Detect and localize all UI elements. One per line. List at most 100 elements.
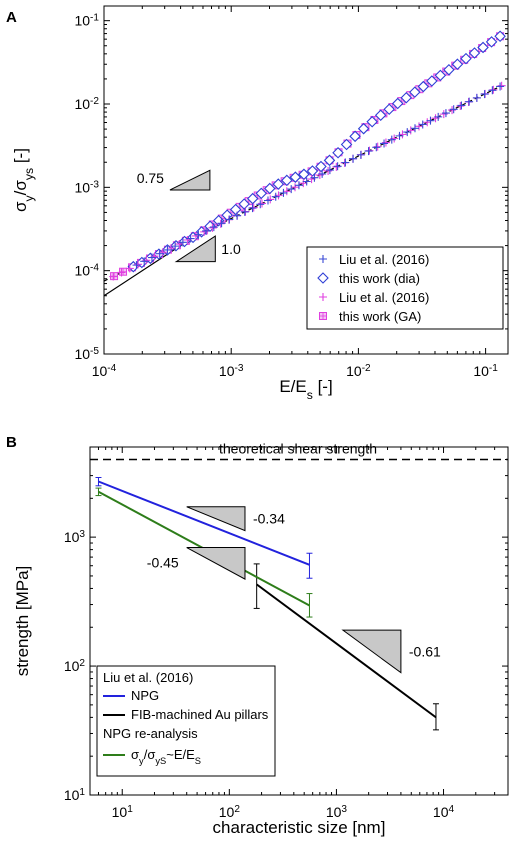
panel-a-legend-entry: Liu et al. (2016): [339, 252, 429, 267]
data-point-diamond: [357, 122, 370, 135]
data-point-diamond: [477, 41, 489, 54]
data-point-diamond: [391, 97, 404, 110]
data-point-plus: [333, 162, 342, 171]
data-point-diamond: [264, 182, 276, 195]
data-point-plus: [434, 112, 443, 121]
data-point-diamond: [317, 272, 329, 284]
data-point-plus: [395, 131, 404, 140]
slope-triangle: [186, 506, 246, 532]
data-point-diamond: [443, 64, 455, 76]
data-point-plus: [406, 126, 415, 135]
panel-b-plot-frame: [89, 446, 509, 796]
slope-label: -0.34: [253, 511, 285, 527]
slope-triangle: [169, 169, 211, 191]
legend-heading-liu: Liu et al. (2016): [103, 670, 193, 685]
data-point-diamond: [494, 30, 506, 43]
data-point-plus: [263, 196, 272, 205]
data-point-plus: [147, 253, 156, 262]
data-point-plus: [117, 268, 126, 277]
theoretical-shear-strength-label: theoretical shear strength: [219, 440, 377, 456]
data-point-plus: [472, 93, 481, 102]
data-point-plus: [140, 257, 149, 266]
slope-label: -0.61: [409, 643, 441, 659]
data-point-plus: [155, 249, 164, 258]
data-point-plus: [248, 204, 257, 213]
data-point-plus: [372, 143, 381, 152]
data-point-diamond: [451, 58, 464, 70]
data-point-plus: [178, 238, 187, 247]
data-point-diamond: [417, 80, 430, 93]
panel-a-x-tick-label: 10-2: [346, 363, 371, 380]
data-point-plus: [279, 188, 288, 197]
slope-triangle: [186, 547, 246, 580]
data-point-diamond: [468, 47, 481, 59]
panel-b-x-tick-label: 101: [112, 804, 134, 821]
data-point-plus: [465, 97, 474, 106]
data-point-plus: [373, 142, 382, 151]
panel-b-label: B: [6, 434, 17, 451]
panel-a-legend-entry: this work (GA): [339, 309, 421, 324]
panel-b-x-tick-label: 104: [433, 804, 455, 821]
data-point-diamond: [332, 146, 344, 159]
data-point-plus: [318, 169, 327, 178]
panel-a-legend-box: [306, 246, 504, 330]
data-point-plus: [381, 138, 390, 147]
data-point-plus: [282, 187, 291, 196]
data-point-plus: [364, 147, 373, 156]
data-point-plus: [256, 200, 265, 209]
panel-a-plot-frame: [103, 5, 509, 355]
data-point-plus: [341, 158, 350, 167]
data-point-plus: [426, 116, 435, 125]
panel-a-y-tick-label: 10-3: [74, 179, 99, 196]
panel-a-y-axis-label: σy/σys [-]: [11, 148, 36, 212]
slope-triangle: [174, 235, 216, 263]
slope-label: -0.45: [147, 554, 179, 570]
data-point-diamond: [238, 198, 250, 210]
data-point-plus: [171, 242, 180, 251]
data-point-diamond: [383, 103, 395, 116]
data-point-plus: [324, 166, 333, 175]
panel-a-y-tick-label: 10-4: [74, 262, 99, 279]
data-point-plus: [217, 219, 226, 228]
data-point-diamond: [298, 168, 310, 181]
data-point-plus: [142, 256, 151, 265]
data-point-plus: [202, 226, 211, 235]
data-point-plus: [319, 293, 327, 301]
data-point-square-cross: [319, 312, 327, 320]
data-point-plus: [287, 185, 296, 194]
data-point-diamond: [289, 171, 302, 183]
data-point-diamond: [323, 154, 336, 167]
panel-a-x-tick-label: 10-4: [92, 363, 117, 380]
panel-b-x-axis-label: characteristic size [nm]: [213, 818, 386, 837]
data-point-diamond: [306, 165, 319, 177]
data-point-plus: [134, 260, 143, 269]
data-point-plus: [496, 82, 505, 91]
panel-a-legend-entry: this work (dia): [339, 271, 420, 286]
series-line: [98, 480, 310, 566]
data-point-diamond: [485, 36, 498, 48]
panel-b-y-tick-label: 103: [64, 529, 86, 546]
data-point-diamond: [229, 203, 242, 216]
data-point-diamond: [426, 75, 438, 87]
data-point-plus: [225, 215, 234, 224]
data-point-diamond: [409, 86, 421, 98]
panel-b-legend-box: [96, 665, 276, 777]
data-point-plus: [380, 139, 389, 148]
data-point-plus: [200, 227, 209, 236]
panel-b-y-tick-label: 101: [64, 787, 86, 804]
data-point-plus: [249, 203, 258, 212]
panel-a-x-axis-label: E/Es [-]: [279, 377, 332, 402]
data-point-plus: [387, 135, 396, 144]
slope-triangle: [341, 629, 402, 674]
data-point-diamond: [315, 160, 327, 173]
panel-a-y-tick-label: 10-5: [74, 346, 99, 363]
data-point-plus: [109, 272, 118, 281]
panel-b-y-axis-label: strength [MPa]: [13, 566, 32, 677]
data-point-plus: [163, 245, 172, 254]
panel-b-legend-entry: σy/σyS~E/ES: [131, 747, 201, 766]
data-point-plus: [302, 177, 311, 186]
legend-heading-reanalysis: NPG re-analysis: [103, 726, 198, 741]
data-point-diamond: [246, 192, 259, 205]
